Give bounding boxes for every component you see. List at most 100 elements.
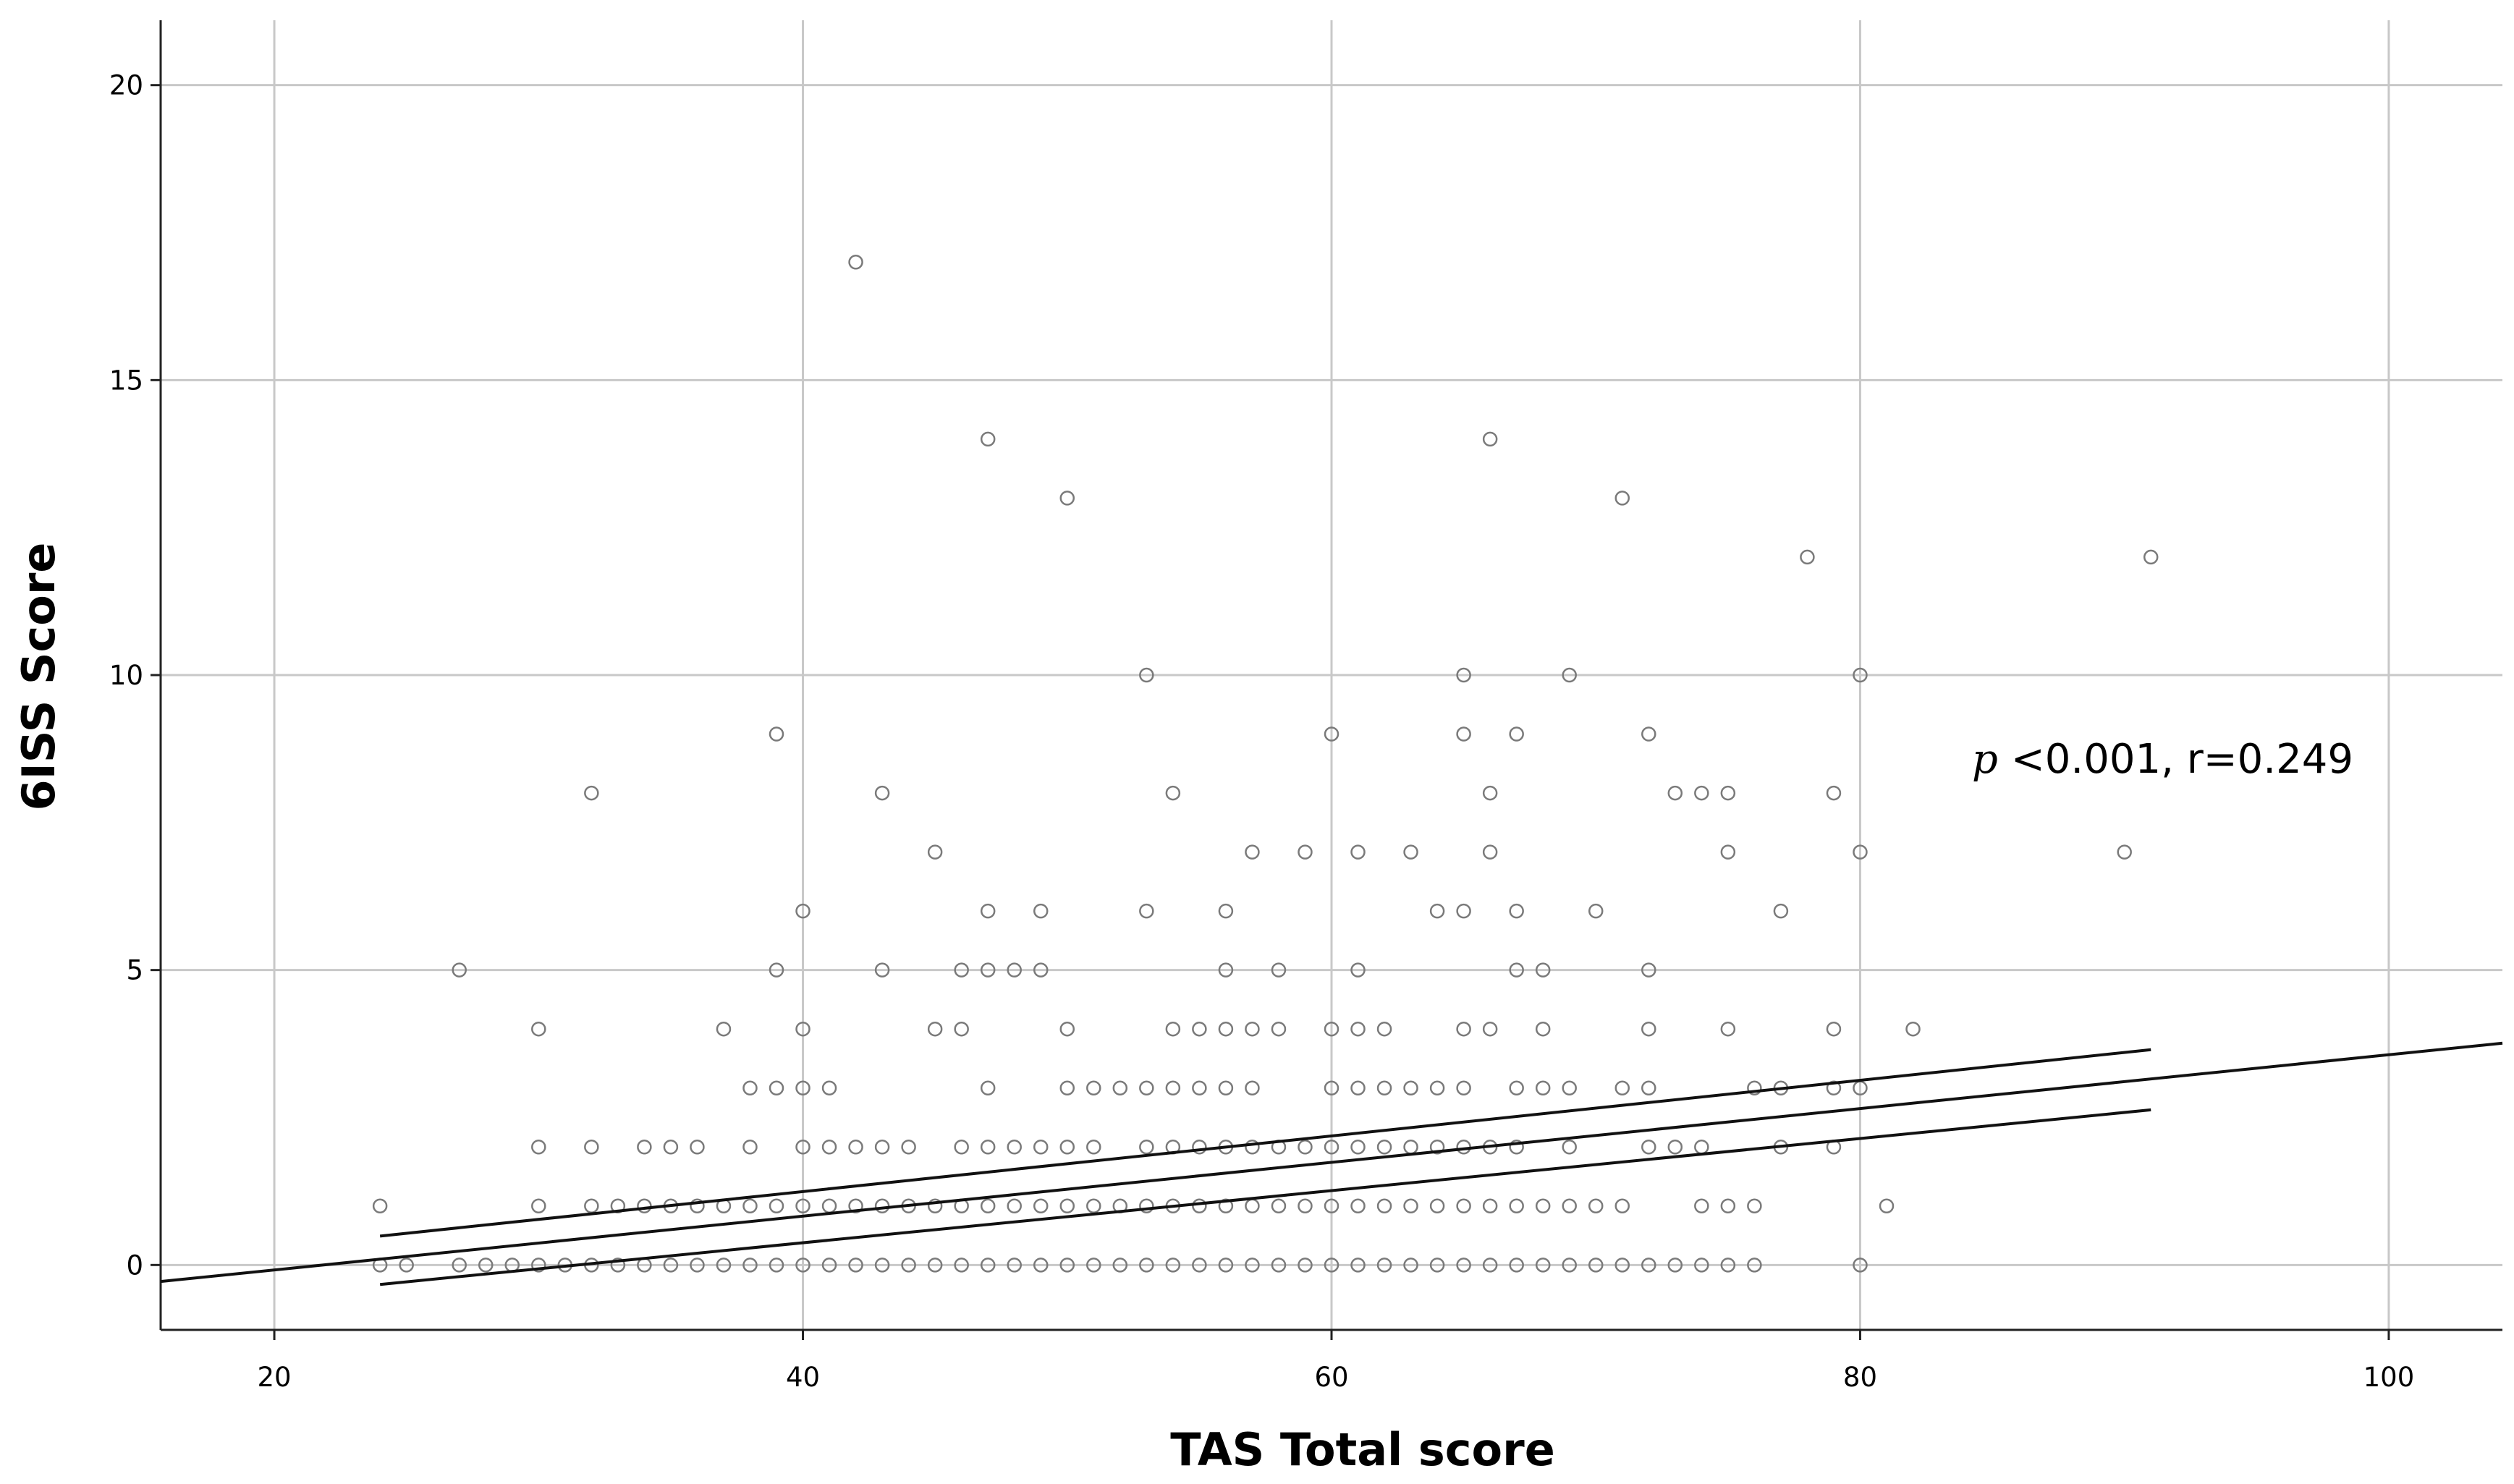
data-point: [1509, 903, 1524, 919]
data-point: [1245, 1021, 1260, 1037]
data-point: [1800, 549, 1815, 565]
axes: [151, 20, 2502, 1340]
data-point: [1059, 1080, 1075, 1095]
x-tick-label: 60: [1314, 1362, 1348, 1393]
data-point: [1694, 1140, 1709, 1155]
data-point: [531, 1258, 546, 1273]
data-point: [1218, 1021, 1234, 1037]
data-point: [1456, 1021, 1471, 1037]
data-point: [848, 1198, 863, 1214]
data-point: [1667, 785, 1683, 801]
data-point: [1139, 903, 1154, 919]
data-point: [1033, 1140, 1049, 1155]
data-point: [1139, 1198, 1154, 1214]
data-point: [795, 1140, 811, 1155]
data-point: [1324, 1198, 1339, 1214]
data-point: [1350, 1021, 1366, 1037]
data-point: [1588, 903, 1604, 919]
grid-lines: [161, 20, 2502, 1330]
data-point: [1245, 1198, 1260, 1214]
data-point: [1456, 1198, 1471, 1214]
data-point: [1482, 1021, 1498, 1037]
data-point: [1509, 1258, 1524, 1273]
data-point: [1403, 1258, 1418, 1273]
data-point: [980, 1080, 996, 1095]
data-point: [1165, 785, 1181, 801]
data-point: [1218, 962, 1234, 978]
data-point: [1403, 1198, 1418, 1214]
data-point: [1535, 1080, 1551, 1095]
data-point: [1218, 1080, 1234, 1095]
data-point: [1588, 1198, 1604, 1214]
data-point: [927, 1198, 943, 1214]
regression-fit-line: [160, 1041, 2503, 1284]
data-point: [1139, 1080, 1154, 1095]
y-tick-label: 0: [126, 1250, 143, 1281]
data-point: [1350, 962, 1366, 978]
data-point: [954, 1258, 969, 1273]
data-point: [1033, 1198, 1049, 1214]
data-point: [1509, 1140, 1524, 1155]
data-point: [874, 1198, 890, 1214]
data-point: [1376, 1140, 1392, 1155]
regression-lines: [160, 1041, 2503, 1286]
data-point: [980, 903, 996, 919]
data-point: [1403, 844, 1418, 860]
data-point: [1456, 903, 1471, 919]
data-point: [1192, 1140, 1207, 1155]
data-point: [795, 1198, 811, 1214]
data-point: [769, 962, 784, 978]
data-point: [1773, 903, 1789, 919]
data-point: [1007, 1198, 1022, 1214]
data-point: [1192, 1080, 1207, 1095]
data-point: [1192, 1258, 1207, 1273]
data-point: [1879, 1198, 1895, 1214]
data-point: [1509, 962, 1524, 978]
data-point: [1535, 1258, 1551, 1273]
data-point: [584, 1140, 599, 1155]
data-point: [1376, 1080, 1392, 1095]
data-point: [1429, 1140, 1445, 1155]
confidence-lower-line: [379, 1108, 2151, 1286]
data-point: [690, 1258, 705, 1273]
data-point: [1720, 1198, 1736, 1214]
data-point: [1403, 1080, 1418, 1095]
data-point: [531, 1198, 546, 1214]
y-tick-label: 20: [109, 70, 143, 101]
data-point: [1324, 1080, 1339, 1095]
data-point: [1271, 1198, 1287, 1214]
data-point: [1271, 962, 1287, 978]
data-point: [1641, 1080, 1656, 1095]
data-point: [1350, 1198, 1366, 1214]
data-point: [1562, 667, 1577, 683]
data-point: [1509, 1080, 1524, 1095]
data-point: [1826, 785, 1842, 801]
data-point: [1139, 667, 1154, 683]
data-point: [1456, 1258, 1471, 1273]
data-point: [1298, 1258, 1313, 1273]
data-point: [1376, 1258, 1392, 1273]
data-point: [1853, 844, 1868, 860]
data-point: [1826, 1080, 1842, 1095]
data-point: [637, 1140, 652, 1155]
data-point: [1165, 1080, 1181, 1095]
data-point: [874, 785, 890, 801]
data-point: [1245, 1080, 1260, 1095]
data-point: [1324, 1258, 1339, 1273]
data-point: [1641, 962, 1656, 978]
data-point: [1218, 903, 1234, 919]
data-point: [1667, 1258, 1683, 1273]
data-point: [1086, 1198, 1101, 1214]
data-point: [1641, 1140, 1656, 1155]
data-point: [584, 785, 599, 801]
data-point: [1245, 1140, 1260, 1155]
data-point: [1747, 1258, 1762, 1273]
data-point: [1165, 1021, 1181, 1037]
data-point: [1641, 1258, 1656, 1273]
data-point: [927, 1021, 943, 1037]
data-point: [1509, 726, 1524, 742]
data-point: [584, 1198, 599, 1214]
data-point: [1192, 1198, 1207, 1214]
data-point: [1720, 1021, 1736, 1037]
y-axis-title: 6ISS Score: [12, 543, 65, 811]
